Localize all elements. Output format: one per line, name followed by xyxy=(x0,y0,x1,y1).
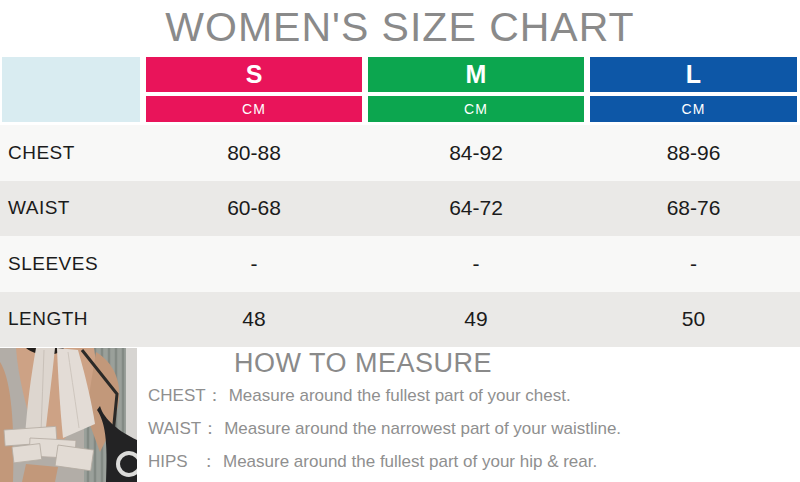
cell-length-l: 50 xyxy=(590,307,797,331)
row-label: CHEST xyxy=(8,142,75,164)
unit-label: CM xyxy=(242,101,266,117)
measure-label: HIPS xyxy=(148,445,200,478)
size-header-s-label: S xyxy=(246,60,263,89)
measure-colon: ： xyxy=(200,445,217,478)
measure-colon: ： xyxy=(201,412,218,445)
cell-waist-s: 60-68 xyxy=(146,196,362,220)
size-header-l: L xyxy=(590,57,797,92)
cell-sleeves-m: - xyxy=(368,252,584,276)
row-label: LENGTH xyxy=(8,308,88,330)
unit-label: CM xyxy=(682,101,706,117)
row-label: WAIST xyxy=(8,197,70,219)
cell-length-s: 48 xyxy=(146,307,362,331)
unit-cell-l: CM xyxy=(590,96,797,122)
size-table-rows: CHEST 80-88 84-92 88-96 WAIST 60-68 64-7… xyxy=(0,125,800,347)
cell-waist-m: 64-72 xyxy=(368,196,584,220)
size-header-m-label: M xyxy=(466,60,487,89)
unit-cell-m: CM xyxy=(368,96,584,122)
measure-line-hips: HIPS： Measure around the fullest part of … xyxy=(148,445,788,478)
table-row-sleeves: SLEEVES - - - xyxy=(0,236,800,292)
measure-label: WAIST xyxy=(148,412,201,445)
measure-line-waist: WAIST： Measure around the narrowest part … xyxy=(148,412,788,445)
cell-sleeves-l: - xyxy=(590,252,797,276)
model-photo xyxy=(0,348,137,482)
row-label: SLEEVES xyxy=(8,253,98,275)
size-header-s: S xyxy=(146,57,362,92)
measure-line-chest: CHEST： Measure around the fullest part of… xyxy=(148,379,788,412)
measure-label: CHEST xyxy=(148,379,206,412)
model-photo-illustration xyxy=(0,348,137,482)
cell-chest-l: 88-96 xyxy=(590,141,797,165)
cell-length-m: 49 xyxy=(368,307,584,331)
unit-cell-s: CM xyxy=(146,96,362,122)
measure-text: Measure around the fullest part of your … xyxy=(229,386,571,405)
measure-text: Measure around the fullest part of your … xyxy=(223,452,597,471)
unit-label: CM xyxy=(464,101,488,117)
table-row-waist: WAIST 60-68 64-72 68-76 xyxy=(0,181,800,237)
cell-chest-s: 80-88 xyxy=(146,141,362,165)
page-title: WOMEN'S SIZE CHART xyxy=(0,0,800,55)
how-to-measure-heading: HOW TO MEASURE xyxy=(140,348,586,378)
measure-colon: ： xyxy=(206,379,223,412)
size-header-l-label: L xyxy=(686,60,701,89)
size-header-m: M xyxy=(368,57,584,92)
size-chart-page: WOMEN'S SIZE CHART S M L CM CM CM CHEST … xyxy=(0,0,800,482)
cell-waist-l: 68-76 xyxy=(590,196,797,220)
measure-text: Measure around the narrowest part of you… xyxy=(224,419,621,438)
table-row-chest: CHEST 80-88 84-92 88-96 xyxy=(0,125,800,181)
measure-instructions: CHEST：Measure around the fullest part of… xyxy=(148,379,788,478)
cell-sleeves-s: - xyxy=(146,252,362,276)
table-corner-cell xyxy=(2,57,140,122)
cell-chest-m: 84-92 xyxy=(368,141,584,165)
table-row-length: LENGTH 48 49 50 xyxy=(0,292,800,348)
